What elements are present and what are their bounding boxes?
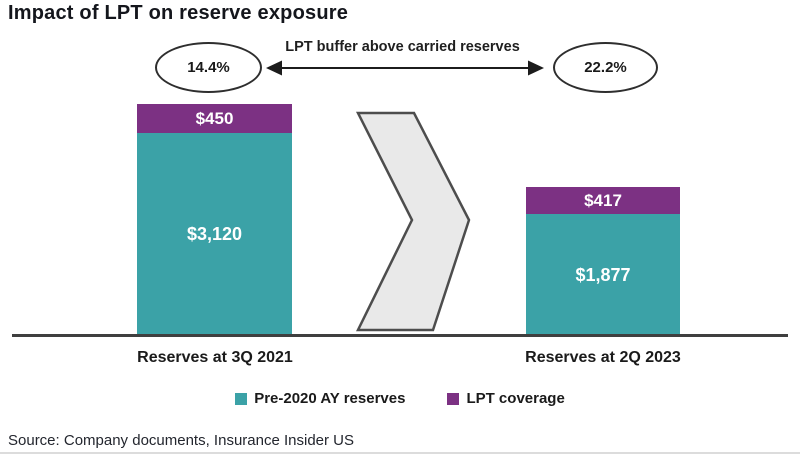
segment-value-label: $450 (195, 108, 234, 128)
legend-item-pre2020: Pre-2020 AY reserves (235, 390, 405, 407)
chart-title: Impact of LPT on reserve exposure (8, 2, 349, 24)
category-label-2q2023: Reserves at 2Q 2023 (525, 349, 681, 366)
double-arrow-head-right (528, 60, 544, 76)
legend-swatch-teal (235, 392, 248, 405)
chevron-transition-icon (355, 111, 471, 332)
category-label-3q2021: Reserves at 3Q 2021 (137, 349, 293, 366)
buffer-pct-left-ellipse: 14.4% (155, 42, 262, 93)
segment-value-label: $3,120 (186, 224, 243, 244)
bottom-divider (0, 452, 800, 454)
bar-segment-lpt-coverage: $450 (137, 104, 292, 133)
double-arrow (266, 60, 544, 76)
stacked-bar-3q2021: $450 $3,120 (137, 104, 292, 336)
buffer-pct-left-value: 14.4% (187, 59, 230, 76)
legend-item-lpt: LPT coverage (447, 390, 565, 407)
bar-segment-lpt-coverage: $417 (526, 187, 680, 214)
stacked-bar-2q2023: $417 $1,877 (526, 187, 680, 336)
source-note: Source: Company documents, Insurance Ins… (8, 432, 355, 449)
segment-value-label: $417 (584, 190, 622, 210)
double-arrow-head-left (266, 60, 282, 76)
x-axis-line (12, 334, 788, 337)
buffer-pct-right-ellipse: 22.2% (553, 42, 658, 93)
legend-label: Pre-2020 AY reserves (254, 390, 406, 407)
buffer-arrow-label: LPT buffer above carried reserves (285, 39, 520, 55)
chevron-shape (355, 111, 471, 332)
bar-segment-pre2020-reserves: $3,120 (137, 133, 292, 336)
segment-value-label: $1,877 (575, 264, 631, 285)
bar-segment-pre2020-reserves: $1,877 (526, 214, 680, 336)
legend-swatch-purple (447, 392, 460, 405)
legend: Pre-2020 AY reserves LPT coverage (0, 390, 800, 407)
legend-label: LPT coverage (466, 390, 565, 407)
buffer-pct-right-value: 22.2% (584, 59, 627, 76)
